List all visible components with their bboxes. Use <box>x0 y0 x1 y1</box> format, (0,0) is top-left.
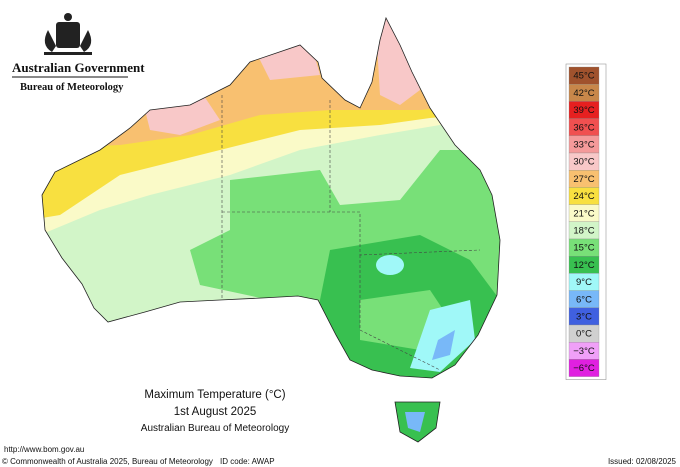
legend-label: 39°C <box>573 105 594 116</box>
footer-url: http://www.bom.gov.au <box>4 445 84 454</box>
crest <box>44 13 92 55</box>
legend-label: 33°C <box>573 139 594 150</box>
government-name: Australian Government <box>12 60 145 75</box>
legend-label: 42°C <box>573 88 594 99</box>
legend-label: 3°C <box>576 311 592 322</box>
map-date: 1st August 2025 <box>174 406 256 418</box>
legend: 45°C 42°C 39°C 36°C 33°C 30°C 27°C 24°C 21°C 18°C… <box>565 63 607 380</box>
legend-label: 30°C <box>573 157 594 168</box>
legend-label: 24°C <box>573 191 594 202</box>
legend-label: 18°C <box>573 225 594 236</box>
state-borders <box>221 95 481 371</box>
legend-label: −3°C <box>573 346 595 357</box>
legend-label: 27°C <box>573 174 594 185</box>
legend-label: 6°C <box>576 294 592 305</box>
legend-label: 45°C <box>573 71 594 82</box>
legend-label: −6°C <box>573 363 595 374</box>
tasmania-cold <box>405 412 425 432</box>
coastline <box>41 16 501 379</box>
legend-label: 12°C <box>573 260 594 271</box>
map-source: Australian Bureau of Meteorology <box>141 423 289 434</box>
bureau-name: Bureau of Meteorology <box>20 82 124 93</box>
legend-label: 21°C <box>573 208 594 219</box>
footer-copyright: © Commonwealth of Australia 2025, Bureau… <box>2 457 213 466</box>
legend-label: 0°C <box>576 329 592 340</box>
legend-label: 9°C <box>576 277 592 288</box>
legend-label: 15°C <box>573 243 594 254</box>
map-title: Maximum Temperature (°C) <box>144 389 285 401</box>
footer-issued: Issued: 02/08/2025 <box>608 457 677 466</box>
footer-id: ID code: AWAP <box>220 457 275 466</box>
legend-label: 36°C <box>573 122 594 133</box>
legend-swatch <box>568 359 600 377</box>
